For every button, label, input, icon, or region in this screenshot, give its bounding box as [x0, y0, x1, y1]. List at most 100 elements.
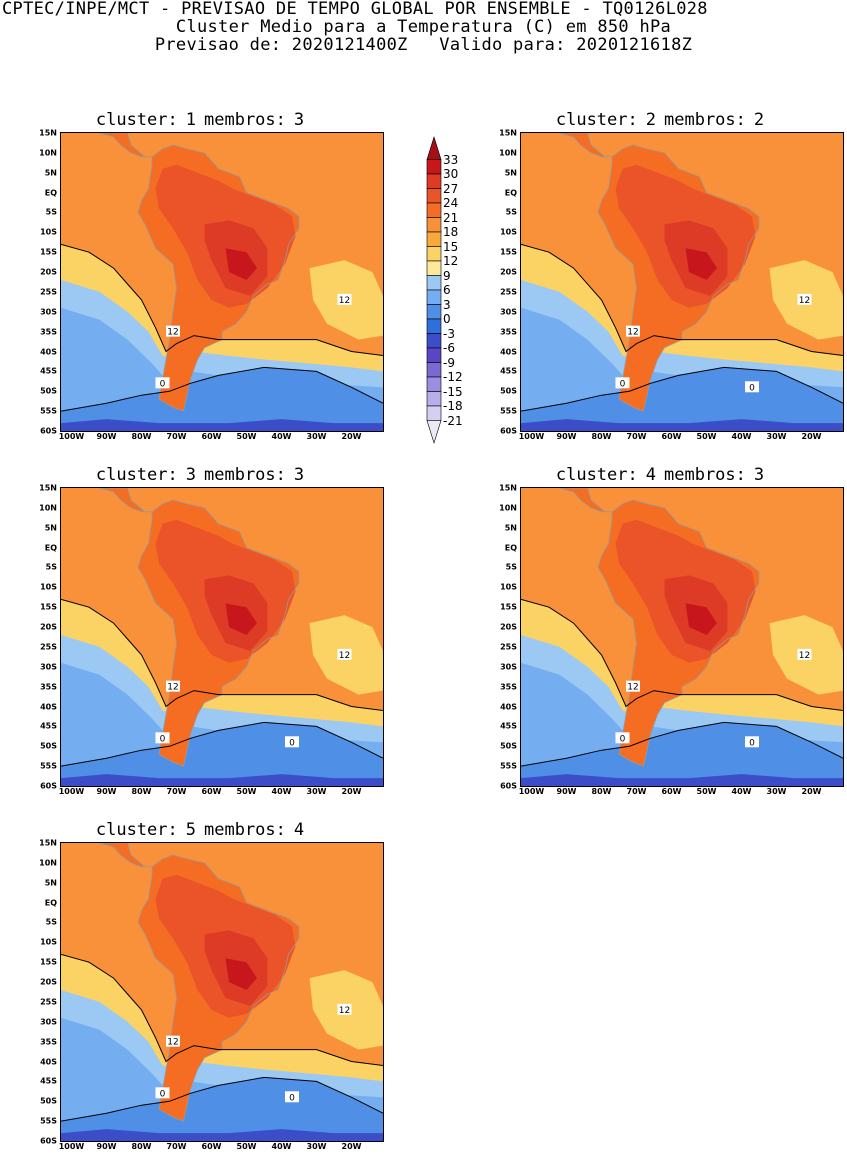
lat-tick-label: 30S — [40, 1017, 57, 1027]
lon-tick-label: 100W — [58, 432, 85, 441]
lat-tick-label: 15S — [500, 602, 517, 612]
colorbar-label: 15 — [443, 239, 459, 254]
colorbar-swatch — [426, 376, 442, 392]
panel-title: cluster: 1 membros: 3 — [0, 110, 400, 130]
cluster-number: 5 — [185, 820, 196, 840]
lat-tick-label: 10S — [500, 227, 517, 237]
lat-tick-label: 25S — [40, 287, 57, 297]
colorbar-swatch — [426, 246, 442, 262]
central-america-coastline — [99, 843, 152, 868]
contour-0 — [61, 366, 383, 412]
lat-tick-label: 5S — [45, 562, 57, 572]
svg-text:12: 12 — [167, 1038, 178, 1048]
contour-label: 12 — [337, 1003, 352, 1016]
contour-label: 12 — [166, 680, 180, 693]
cluster-label: cluster: — [95, 110, 178, 130]
svg-text:0: 0 — [749, 738, 755, 748]
contour-label: 0 — [745, 736, 759, 748]
panel-title: cluster: 3 membros: 3 — [0, 465, 400, 485]
lat-tick-label: 50S — [40, 741, 57, 751]
contour-12 — [61, 598, 383, 711]
south-america-coastline — [597, 144, 760, 412]
field-30-33 — [225, 958, 257, 990]
colorbar-swatch — [426, 405, 442, 421]
lat-tick-label: 5N — [504, 523, 517, 533]
lon-tick-label: 40W — [271, 787, 292, 796]
panel-title: cluster: 4 membros: 3 — [460, 465, 847, 485]
lat-tick-label: 30S — [500, 662, 517, 672]
colorbar-label: 6 — [443, 283, 451, 297]
field-0-3 — [61, 722, 383, 786]
cluster-panel-3: cluster: 3 membros: 3 12 12 0 0 15N 10N 5N EQ 5S 10S 1… — [0, 465, 400, 805]
lat-tick-label: 35S — [40, 327, 57, 337]
cluster-number: 4 — [645, 465, 656, 485]
colorbar-swatch — [426, 217, 442, 233]
lat-tick-label: 45S — [500, 721, 517, 731]
lon-tick-label: 20W — [801, 787, 822, 796]
lon-tick-label: 20W — [341, 1142, 362, 1151]
lat-tick-label: 15N — [39, 838, 57, 848]
central-america-coastline — [559, 488, 612, 513]
lon-tick-label: 70W — [626, 432, 647, 441]
svg-text:0: 0 — [160, 1089, 166, 1099]
svg-text:12: 12 — [627, 683, 638, 693]
colorbar-swatch — [426, 135, 442, 160]
lat-tick-label: 25S — [40, 642, 57, 652]
svg-text:12: 12 — [167, 683, 178, 693]
temperature-map: 12 12 0 0 — [520, 487, 844, 787]
panel-title: cluster: 5 membros: 4 — [0, 820, 400, 840]
lat-tick-label: 55S — [40, 761, 57, 771]
lon-tick-label: 40W — [271, 432, 292, 441]
south-america-coastline — [137, 499, 300, 767]
header-title: CPTEC/INPE/MCT - PREVISAO DE TEMPO GLOBA… — [2, 0, 708, 19]
lat-tick-label: 60S — [40, 426, 57, 436]
lon-tick-label: 40W — [731, 787, 752, 796]
lon-tick-label: 90W — [96, 1142, 117, 1151]
cluster-panel-1: cluster: 1 membros: 3 12 12 0 15N 10N 5N EQ 5S 10S 15… — [0, 110, 400, 450]
field-0-3 — [61, 367, 383, 431]
lon-tick-label: 30W — [766, 432, 787, 441]
svg-text:12: 12 — [339, 296, 350, 306]
lat-tick-label: 60S — [500, 426, 517, 436]
members-label: membros: — [664, 110, 746, 130]
colorbar-label: 24 — [443, 196, 459, 210]
header-subtitle: Cluster Medio para a Temperatura (C) em … — [175, 17, 672, 37]
cluster-panel-2: cluster: 2 membros: 2 12 12 0 0 15N 10N 5N EQ 5S 10S 1… — [460, 110, 847, 450]
lon-tick-label: 80W — [591, 787, 612, 796]
contour-label: 0 — [155, 732, 170, 744]
field-30-33 — [685, 603, 717, 635]
temperature-colorbar: 33 30 27 24 21 18 15 12 9 6 3 0 -3 -6 -9 -12 -15 -18 -21 — [425, 135, 485, 445]
field-0-3 — [61, 1077, 383, 1141]
lat-tick-label: 15N — [499, 128, 517, 138]
temperature-map: 12 12 0 — [60, 132, 384, 432]
contour-12 — [521, 598, 843, 711]
lat-tick-label: 15S — [40, 247, 57, 257]
members-count: 3 — [293, 110, 305, 130]
lon-tick-label: 20W — [341, 432, 362, 441]
lon-tick-label: 50W — [236, 432, 257, 441]
colorbar-scale — [426, 135, 442, 445]
central-america-coastline — [559, 133, 612, 158]
colorbar-label: -6 — [443, 341, 455, 355]
lon-tick-label: 80W — [591, 432, 612, 441]
lon-tick-label: 50W — [696, 787, 717, 796]
colorbar-label: 0 — [443, 312, 451, 326]
colorbar-label: 12 — [443, 254, 459, 268]
lat-tick-label: 40S — [500, 702, 517, 712]
lat-tick-label: 10S — [500, 582, 517, 592]
svg-text:0: 0 — [160, 734, 166, 744]
lat-tick-label: 5N — [44, 878, 57, 888]
members-count: 3 — [753, 465, 765, 485]
central-america-coastline — [99, 488, 152, 513]
lat-tick-label: 45S — [40, 366, 57, 376]
lon-tick-label: 30W — [306, 432, 327, 441]
members-label: membros: — [664, 465, 746, 485]
contour-12 — [521, 243, 843, 356]
central-america-coastline — [99, 133, 152, 158]
lat-tick-label: 50S — [40, 1096, 57, 1106]
colorbar-label: 33 — [443, 152, 459, 167]
lat-tick-label: 30S — [40, 307, 57, 317]
lon-tick-label: 70W — [166, 432, 187, 441]
contour-label: 12 — [797, 293, 812, 306]
contour-12 — [61, 243, 383, 356]
